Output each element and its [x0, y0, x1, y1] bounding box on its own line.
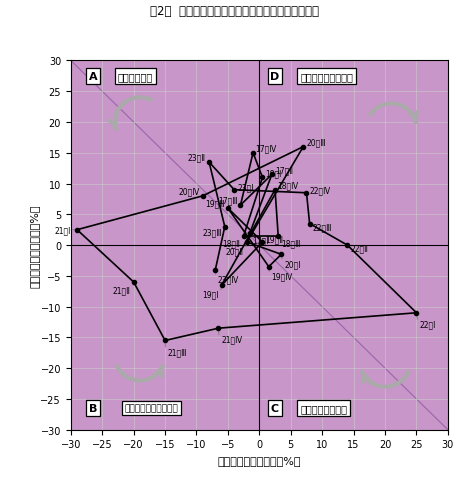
Text: 21年Ⅲ: 21年Ⅲ: [167, 348, 187, 356]
X-axis label: 生産指数前年同期比（%）: 生産指数前年同期比（%）: [218, 455, 301, 465]
Y-axis label: 在庫指数前年同期比（%）: 在庫指数前年同期比（%）: [29, 204, 39, 287]
Text: 20年Ⅳ: 20年Ⅳ: [178, 187, 200, 196]
Text: 22年Ⅳ: 22年Ⅳ: [310, 186, 331, 195]
Text: 17年Ⅰ: 17年Ⅰ: [252, 236, 269, 245]
Text: 20年Ⅲ: 20年Ⅲ: [306, 138, 326, 147]
Text: 19年Ⅰ: 19年Ⅰ: [202, 290, 219, 299]
Text: 在庫積み上がり局面: 在庫積み上がり局面: [300, 72, 353, 82]
Text: 17年Ⅳ: 17年Ⅳ: [256, 144, 277, 153]
Text: 21年Ⅳ: 21年Ⅳ: [221, 335, 242, 344]
Text: 在庫調整局面: 在庫調整局面: [118, 72, 153, 82]
Text: 第2図  生産・在庫の関係と在庫局面（在庫循環図）: 第2図 生産・在庫の関係と在庫局面（在庫循環図）: [150, 5, 319, 18]
Polygon shape: [71, 61, 448, 430]
Text: 在庫積み増し局面: 在庫積み増し局面: [300, 403, 347, 413]
Text: 19年Ⅲ: 19年Ⅲ: [205, 199, 225, 208]
Text: B: B: [89, 403, 97, 413]
Text: 23年Ⅱ: 23年Ⅱ: [188, 153, 206, 162]
Text: D: D: [271, 72, 280, 82]
Text: 22年Ⅱ: 22年Ⅱ: [350, 244, 368, 253]
Text: 19年Ⅳ: 19年Ⅳ: [271, 272, 293, 281]
Text: 21年Ⅱ: 21年Ⅱ: [113, 285, 130, 294]
Text: 22年Ⅰ: 22年Ⅰ: [420, 320, 436, 329]
Text: 23年Ⅳ: 23年Ⅳ: [218, 275, 239, 284]
Text: 20年Ⅰ: 20年Ⅰ: [285, 260, 301, 268]
Text: 19年Ⅱ: 19年Ⅱ: [265, 235, 283, 244]
Text: 17年Ⅲ: 17年Ⅲ: [218, 196, 237, 205]
Text: 23年Ⅲ: 23年Ⅲ: [202, 228, 222, 237]
Text: 18年Ⅰ: 18年Ⅰ: [265, 168, 281, 178]
Text: A: A: [89, 72, 97, 82]
Text: 20年Ⅱ: 20年Ⅱ: [226, 247, 243, 256]
Text: 意図せざる在庫減局面: 意図せざる在庫減局面: [124, 404, 178, 413]
Text: C: C: [271, 403, 279, 413]
Text: 17年Ⅱ: 17年Ⅱ: [275, 166, 293, 175]
Text: 21年Ⅰ: 21年Ⅰ: [54, 226, 71, 235]
Text: 18年Ⅱ: 18年Ⅱ: [223, 239, 241, 248]
Text: 22年Ⅲ: 22年Ⅲ: [313, 223, 332, 232]
Text: 18年Ⅳ: 18年Ⅳ: [278, 181, 299, 190]
Polygon shape: [71, 61, 448, 430]
Text: 18年Ⅲ: 18年Ⅲ: [281, 239, 300, 248]
Text: 23年Ⅰ: 23年Ⅰ: [237, 183, 254, 192]
